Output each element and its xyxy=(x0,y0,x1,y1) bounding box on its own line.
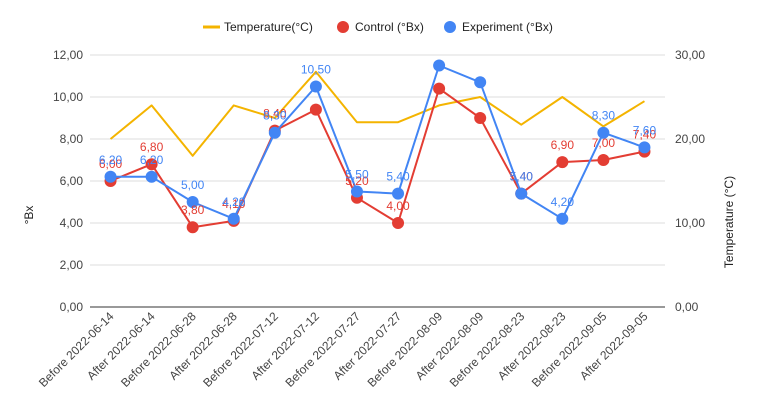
y2-tick-label: 0,00 xyxy=(675,300,699,314)
control-bx-data-label: 6,80 xyxy=(140,140,164,154)
control-bx-legend-marker xyxy=(337,21,349,33)
x-tick-label: Before 2022-06-14 xyxy=(36,309,117,390)
experiment-bx-point xyxy=(597,126,610,139)
experiment-bx-point xyxy=(145,170,158,183)
y-tick-label: 12,00 xyxy=(53,48,83,62)
left-y-axis-ticks: 0,00 2,00 4,00 6,00 8,00 10,00 12,00 xyxy=(53,48,83,314)
x-tick-label: Before 2022-08-09 xyxy=(365,309,446,390)
control-bx-data-label: 6,00 xyxy=(99,157,123,171)
control-bx-point xyxy=(433,82,446,95)
experiment-bx-data-label: 5,40 xyxy=(386,170,410,184)
y2-tick-label: 10,00 xyxy=(675,216,705,230)
control-bx-data-label: 6,90 xyxy=(551,138,575,152)
experiment-bx-data-label: 5,00 xyxy=(181,178,205,192)
series-layer xyxy=(104,59,651,234)
experiment-bx-point xyxy=(433,59,446,72)
experiment-bx-point xyxy=(350,185,363,198)
experiment-bx-data-label: 6,20 xyxy=(140,153,164,167)
control-bx-point xyxy=(597,154,610,166)
control-bx-point xyxy=(145,158,158,171)
experiment-bx-point xyxy=(104,170,117,183)
experiment-bx-point xyxy=(556,212,569,225)
y-tick-label: 0,00 xyxy=(60,300,84,314)
temperature-c-legend-label: Temperature(°C) xyxy=(224,20,313,34)
control-bx-data-label: 8,40 xyxy=(263,107,287,121)
control-bx-point xyxy=(392,217,405,229)
right-y-axis-ticks: 0,00 10,00 20,00 30,00 xyxy=(675,48,705,314)
y2-tick-label: 20,00 xyxy=(675,132,705,146)
control-bx-data-label: 5,20 xyxy=(345,174,369,188)
experiment-bx-data-label: 4,20 xyxy=(222,195,246,209)
experiment-bx-legend-marker xyxy=(444,21,456,33)
legend: Temperature(°C) Control (°Bx) Experiment (… xyxy=(203,20,553,34)
experiment-bx-point xyxy=(515,187,528,200)
experiment-bx-data-label: 4,20 xyxy=(551,195,575,209)
experiment-bx-point xyxy=(227,212,240,225)
experiment-bx-data-label: 5,40 xyxy=(510,170,534,184)
experiment-bx-data-label: 6,20 xyxy=(99,153,123,167)
x-tick-label: Before 2022-09-05 xyxy=(529,309,610,390)
experiment-bx-point xyxy=(638,141,651,154)
control-bx-data-label: 7,40 xyxy=(633,128,657,142)
experiment-bx-legend-label: Experiment (°Bx) xyxy=(462,20,553,34)
x-tick-label: Before 2022-08-23 xyxy=(447,309,528,390)
experiment-bx-point xyxy=(309,80,322,93)
control-bx-data-label: 4,00 xyxy=(386,199,410,213)
control-bx-legend-label: Control (°Bx) xyxy=(355,20,424,34)
experiment-bx-data-label: 7,60 xyxy=(633,123,657,137)
experiment-bx-point xyxy=(392,187,405,200)
y2-axis-title: Temperature (°C) xyxy=(722,176,736,268)
y-tick-label: 10,00 xyxy=(53,90,83,104)
y-axis-title: °Bx xyxy=(22,206,36,225)
x-tick-label: Before 2022-07-12 xyxy=(200,309,281,390)
control-bx-point xyxy=(474,112,487,124)
y2-tick-label: 30,00 xyxy=(675,48,705,62)
control-bx-data-label: 3,80 xyxy=(181,203,205,217)
control-bx-data-label: 7,00 xyxy=(592,136,616,150)
y-tick-label: 8,00 xyxy=(60,132,84,146)
experiment-bx-data-label: 10,50 xyxy=(301,63,331,77)
x-tick-label: Before 2022-06-28 xyxy=(118,309,199,390)
temperature-c-line xyxy=(109,70,645,157)
control-bx-point xyxy=(309,103,322,116)
experiment-bx-point xyxy=(186,196,199,208)
gridlines xyxy=(90,54,665,308)
y-tick-label: 6,00 xyxy=(60,174,84,188)
x-tick-label: Before 2022-07-27 xyxy=(282,309,363,390)
control-bx-point xyxy=(186,221,199,234)
control-bx-data-label: 4,10 xyxy=(222,197,246,211)
experiment-bx-line xyxy=(110,64,645,220)
data-labels: 6,00 6,80 3,80 4,10 8,40 5,20 4,00 5,40 6,90 7,00… xyxy=(99,63,657,218)
temperature-c-legend-marker xyxy=(203,25,220,29)
control-bx-data-label: 5,40 xyxy=(510,170,534,184)
experiment-bx-point xyxy=(474,76,487,89)
experiment-bx-data-label: 8,30 xyxy=(263,109,287,123)
experiment-bx-data-label: 5,50 xyxy=(345,168,369,182)
y-tick-label: 4,00 xyxy=(60,216,84,230)
control-bx-point xyxy=(556,156,569,169)
experiment-bx-point xyxy=(268,126,281,139)
y-tick-label: 2,00 xyxy=(60,258,84,272)
control-bx-line xyxy=(110,87,645,229)
experiment-bx-data-label: 8,30 xyxy=(592,109,616,123)
